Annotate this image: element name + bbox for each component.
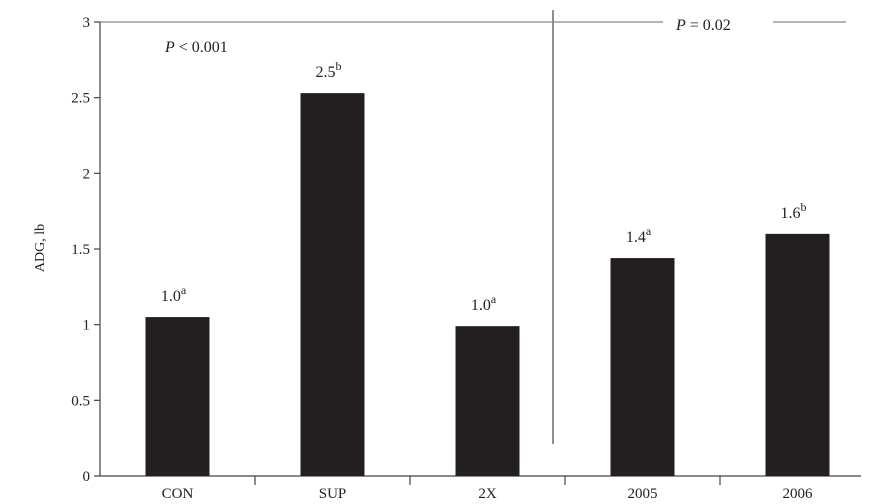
- significance-superscript: a: [181, 283, 187, 297]
- p-text-right: = 0.02: [686, 17, 731, 34]
- significance-superscript: b: [336, 59, 342, 73]
- y-tick-label: 1.5: [71, 242, 90, 258]
- value-text: 2.5: [316, 64, 336, 81]
- p-italic-right: P: [675, 17, 686, 34]
- y-axis-label: ADG, lb: [33, 224, 48, 272]
- axes: 0 0.5 1 1.5 2 2.5 3: [71, 10, 861, 485]
- significance-superscript: a: [491, 292, 497, 306]
- bar-2x: [455, 326, 520, 476]
- bar-value-label: 1.0a: [161, 283, 187, 305]
- x-category-label: SUP: [319, 486, 347, 502]
- y-tick-label: 2: [83, 166, 91, 182]
- value-text: 1.0: [161, 288, 181, 305]
- value-text: 1.6: [781, 205, 801, 222]
- bar-value-label: 1.0a: [471, 292, 497, 314]
- y-tick-label: 0: [83, 469, 91, 485]
- bar-2005: [610, 258, 675, 476]
- bars: [145, 93, 830, 477]
- bar-sup: [300, 93, 365, 477]
- value-text: 1.4: [626, 229, 646, 246]
- bar-value-label: 1.4a: [626, 224, 652, 246]
- x-category-label: 2006: [783, 486, 814, 502]
- p-italic-left: P: [164, 39, 175, 56]
- significance-superscript: a: [646, 224, 652, 238]
- bar-value-label: 1.6b: [781, 200, 807, 222]
- significance-superscript: b: [801, 200, 807, 214]
- p-text-left: < 0.001: [175, 39, 228, 56]
- bar-2006: [765, 233, 830, 476]
- x-category-label: 2X: [478, 486, 497, 502]
- y-tick-label: 2.5: [71, 91, 90, 107]
- p-value-left: P < 0.001: [164, 39, 228, 56]
- bar-value-label: 2.5b: [316, 59, 342, 81]
- value-text: 1.0: [471, 297, 491, 314]
- bar-con: [145, 317, 210, 476]
- y-tick-label: 0.5: [71, 393, 90, 409]
- p-value-right: P = 0.02: [675, 17, 731, 34]
- x-category-label: 2005: [628, 486, 658, 502]
- x-category-label: CON: [162, 486, 194, 502]
- y-tick-label: 1: [83, 318, 91, 334]
- y-tick-label: 3: [83, 15, 91, 31]
